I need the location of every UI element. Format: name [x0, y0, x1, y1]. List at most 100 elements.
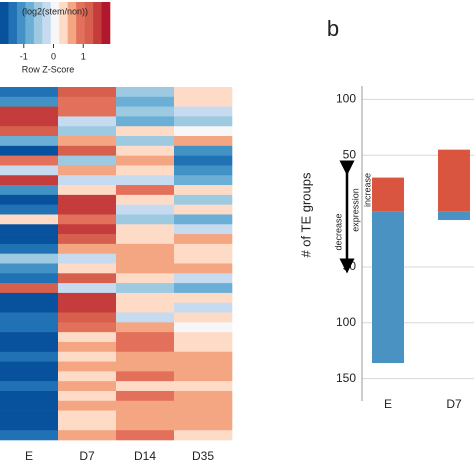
bar-panel: b 100 50 50 100 150 E D7 # of TE groups expressio… [298, 16, 474, 411]
heatmap-cell [116, 126, 175, 137]
heatmap-cell [58, 175, 117, 186]
heatmap-cell [116, 341, 175, 353]
colorbar-swatch [67, 2, 77, 44]
heatmap-cell [116, 273, 175, 284]
heatmap-cell [116, 420, 175, 431]
heatmap-cell [174, 145, 233, 156]
heatmap-cell [174, 185, 233, 196]
heatmap-cell [58, 165, 117, 176]
heatmap-cell [0, 243, 59, 254]
heatmap-cell [0, 292, 59, 304]
heatmap-cell [174, 430, 233, 441]
heatmap-cell [116, 175, 175, 186]
colorbar-tick-label: -1 [20, 51, 28, 61]
heatmap-cell [58, 243, 117, 254]
heatmap-cell [58, 341, 117, 353]
heatmap-cell [174, 165, 233, 176]
heatmap-cell [0, 96, 59, 107]
heatmap-cell [116, 332, 175, 343]
heatmap-cell [0, 351, 59, 362]
heatmap-cell [0, 194, 59, 205]
column-label: D14 [134, 449, 156, 463]
heatmap-cell [116, 96, 175, 107]
column-label: D7 [79, 449, 95, 463]
heatmap-cell [0, 283, 59, 294]
heatmap-cell [174, 243, 233, 254]
heatmap-cell [0, 420, 59, 431]
heatmap-cell [0, 204, 59, 215]
heatmap-cell [116, 204, 175, 215]
heatmap-cell [0, 273, 59, 284]
heatmap-cell [174, 87, 233, 98]
heatmap-cell [116, 430, 175, 441]
heatmap-cell [0, 155, 59, 166]
heatmap-cell [58, 273, 117, 284]
heatmap-cell [0, 87, 59, 98]
panel-label: b [327, 16, 339, 41]
heatmap-cell [58, 390, 117, 402]
heatmap-cell [0, 302, 59, 313]
heatmap-cell [174, 332, 233, 343]
x-tick-label: D7 [446, 397, 462, 411]
heatmap-cell [58, 410, 117, 421]
heatmap-cell [0, 175, 59, 186]
heatmap-cell [58, 185, 117, 196]
y-tick-label: 50 [343, 147, 357, 161]
heatmap-cell [0, 322, 59, 333]
colorbar-swatch [93, 2, 102, 44]
heatmap-cell [116, 312, 175, 323]
heatmap-cell [174, 96, 233, 107]
heatmap-cell [174, 224, 233, 235]
heatmap-cell [174, 136, 233, 147]
y-tick-label: 150 [336, 371, 356, 385]
heatmap-cell [116, 390, 175, 402]
heatmap-cell [116, 292, 175, 304]
heatmap-cell [58, 381, 117, 392]
heatmap-cell [0, 312, 59, 323]
heatmap-cell [116, 194, 175, 205]
heatmap-cell [0, 214, 59, 225]
heatmap-cell [174, 204, 233, 215]
heatmap-cell [58, 145, 117, 156]
heatmap-cell [174, 312, 233, 323]
heatmap-cell [116, 185, 175, 196]
colorbar-label: Row Z-Score [22, 64, 75, 74]
heatmap-cell [58, 87, 117, 98]
heatmap-cell [116, 234, 175, 245]
heatmap-cell [174, 410, 233, 421]
annotation: decrease [333, 213, 343, 250]
colorbar-swatch [8, 2, 18, 44]
heatmap-cell [174, 116, 233, 127]
heatmap-cell [58, 312, 117, 323]
heatmap-cell [58, 155, 117, 166]
bar [438, 149, 470, 212]
heatmap-cell [58, 96, 117, 107]
heatmap-cell [174, 361, 233, 372]
heatmap-cell [0, 390, 59, 402]
heatmap-cell [58, 371, 117, 382]
heatmap-cell [58, 136, 117, 147]
x-tick-label: E [384, 397, 392, 411]
heatmap-cell [58, 214, 117, 225]
heatmap-cell [58, 106, 117, 117]
heatmap-cell [174, 292, 233, 304]
heatmap-cell [0, 341, 59, 353]
y-tick-label: 100 [336, 315, 356, 329]
heatmap-cell [116, 381, 175, 392]
heatmap-cell [174, 263, 233, 274]
heatmap-cell [0, 165, 59, 176]
heatmap-cell [116, 243, 175, 254]
heatmap-cell [0, 381, 59, 392]
heatmap-cell [0, 116, 59, 127]
y-tick-label: 100 [336, 92, 356, 106]
heatmap-cell [174, 371, 233, 382]
heatmap-cell [174, 420, 233, 431]
heatmap-cell [0, 106, 59, 117]
heatmap-cell [58, 332, 117, 343]
heatmap-cell [174, 273, 233, 284]
colorbar-swatch [50, 2, 60, 44]
heatmap-cell [0, 136, 59, 147]
heatmap-cell [58, 420, 117, 431]
heatmap-cell [116, 116, 175, 127]
colorbar-tick-label: 1 [81, 51, 86, 61]
